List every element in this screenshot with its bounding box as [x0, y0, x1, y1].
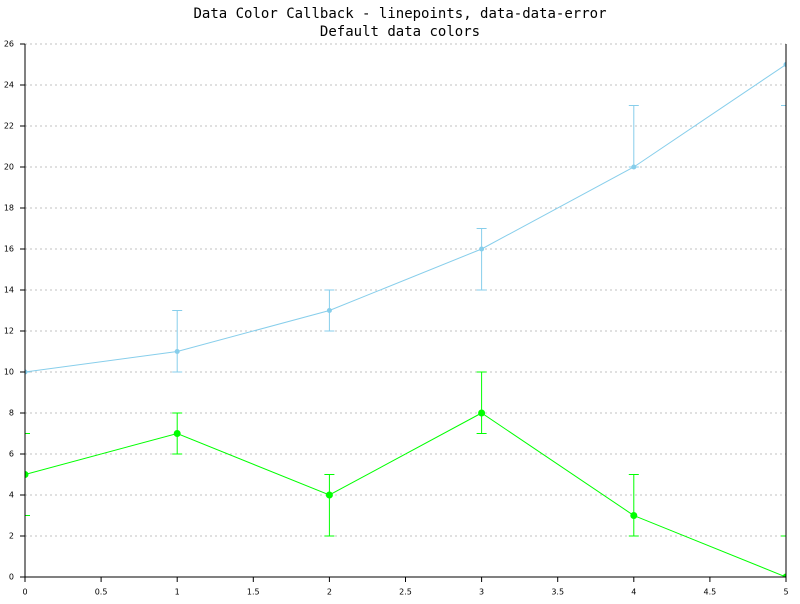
- point: [478, 409, 486, 417]
- error-bar: [476, 228, 487, 291]
- point: [25, 369, 28, 375]
- error-bar: [324, 474, 335, 537]
- x-tick-label: 2: [327, 588, 332, 597]
- y-tick-label: 0: [9, 573, 14, 582]
- error-bar: [628, 105, 639, 168]
- y-tick-label: 18: [4, 204, 14, 213]
- y-tick-label: 6: [9, 450, 14, 459]
- y-tick-label: 10: [4, 368, 14, 377]
- x-tick-label: 2.5: [399, 588, 412, 597]
- point: [174, 349, 180, 354]
- series-line: [25, 412, 786, 577]
- x-tick-label: 4.5: [704, 588, 717, 597]
- chart-title: Data Color Callback - linepoints, data-d…: [193, 6, 606, 22]
- y-tick-label: 12: [4, 327, 14, 336]
- y-tick-label: 8: [9, 409, 14, 418]
- point: [782, 573, 786, 577]
- error-bar: [781, 535, 786, 577]
- point: [630, 512, 638, 519]
- y-tick-label: 20: [4, 163, 14, 172]
- x-tick-label: 1: [175, 588, 180, 597]
- chart-subtitle: Default data colors: [320, 24, 480, 40]
- x-tick-label: 3.5: [551, 588, 564, 597]
- error-bar: [476, 371, 487, 434]
- x-tick-label: 4: [631, 588, 636, 597]
- x-tick-label: 5: [783, 588, 788, 597]
- y-tick-label: 26: [4, 40, 14, 49]
- x-tick-label: 1.5: [247, 588, 260, 597]
- error-bar: [628, 474, 639, 537]
- error-bar: [172, 310, 183, 373]
- error-bar: [25, 433, 30, 516]
- point: [631, 164, 637, 170]
- x-tick-label: 0: [22, 588, 27, 597]
- point: [326, 308, 332, 313]
- x-tick-label: 0.5: [95, 588, 108, 597]
- point: [783, 62, 786, 67]
- x-tick-label: 3: [479, 588, 484, 597]
- point: [479, 246, 485, 252]
- error-bar: [781, 44, 786, 106]
- y-tick-label: 22: [4, 122, 14, 131]
- point: [173, 430, 181, 437]
- y-tick-label: 24: [4, 81, 14, 90]
- point: [25, 471, 29, 478]
- y-tick-label: 14: [4, 286, 14, 295]
- y-tick-label: 2: [9, 532, 14, 541]
- y-tick-label: 16: [4, 245, 14, 254]
- point: [325, 491, 333, 499]
- y-tick-label: 4: [9, 491, 14, 500]
- series-line: [25, 64, 786, 373]
